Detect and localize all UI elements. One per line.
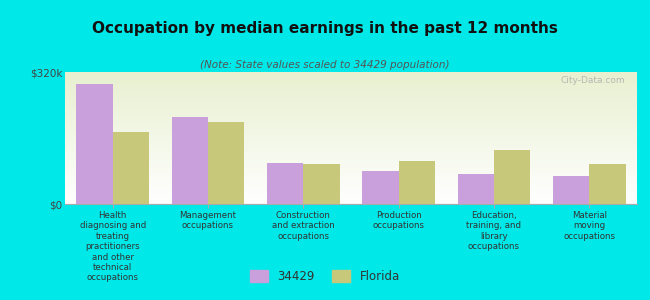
- Bar: [398, 161, 435, 204]
- Bar: [553, 176, 590, 204]
- Legend: 34429, Florida: 34429, Florida: [246, 266, 404, 288]
- Bar: [77, 84, 112, 204]
- Bar: [304, 164, 339, 204]
- Bar: [590, 164, 625, 204]
- Text: Occupation by median earnings in the past 12 months: Occupation by median earnings in the pas…: [92, 21, 558, 36]
- Bar: [363, 171, 398, 204]
- Bar: [267, 163, 304, 204]
- Bar: [458, 174, 494, 204]
- Bar: [172, 117, 208, 204]
- Text: City-Data.com: City-Data.com: [561, 76, 625, 85]
- Bar: [208, 122, 244, 204]
- Bar: [494, 150, 530, 204]
- Bar: [112, 132, 149, 204]
- Text: (Note: State values scaled to 34429 population): (Note: State values scaled to 34429 popu…: [200, 60, 450, 70]
